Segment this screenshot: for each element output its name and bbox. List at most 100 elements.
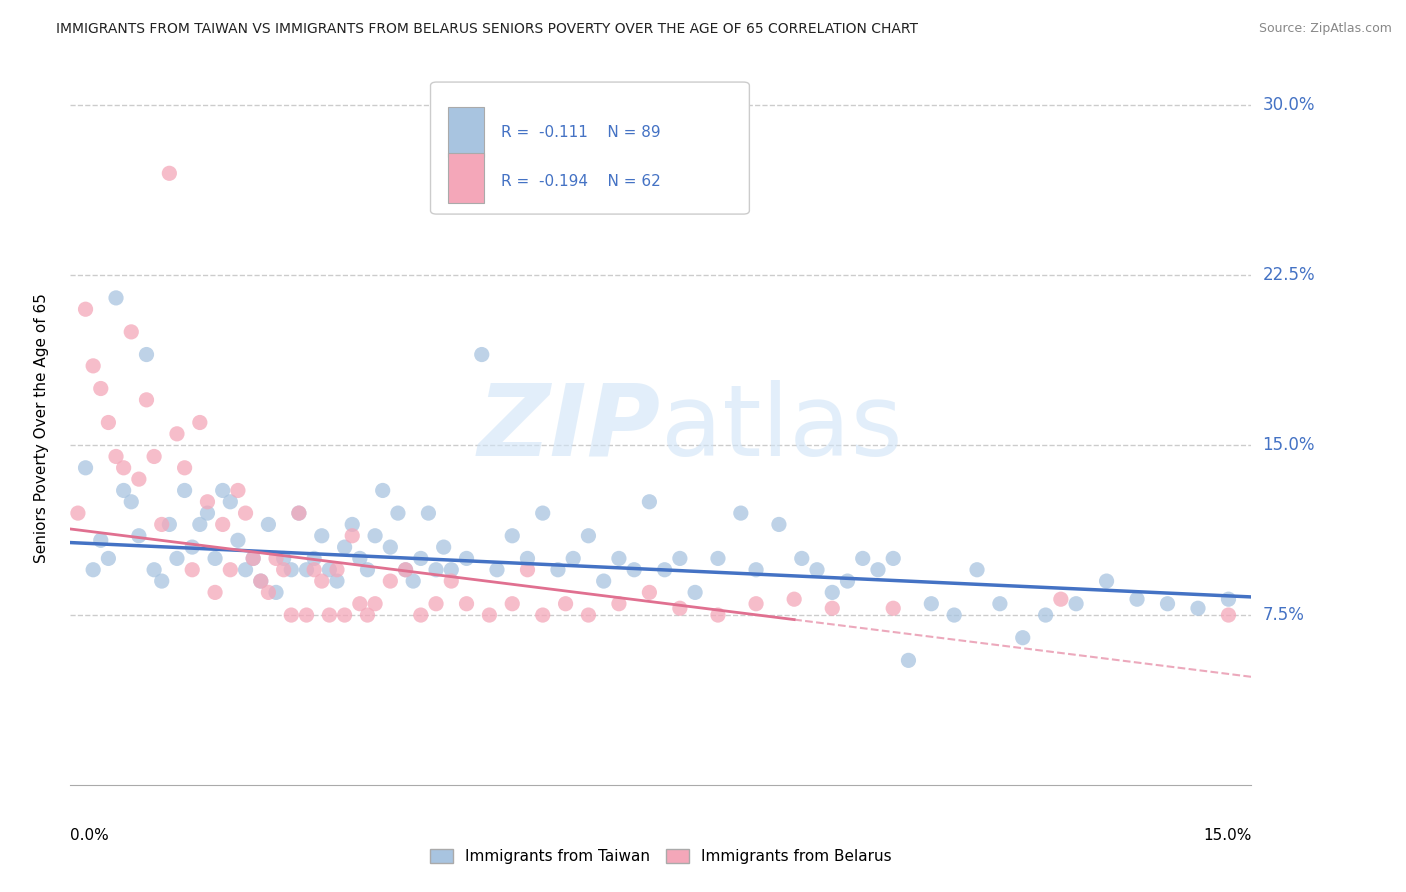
Point bbox=[1126, 592, 1149, 607]
Point bbox=[1187, 601, 1209, 615]
Point bbox=[280, 608, 302, 623]
Point bbox=[66, 506, 89, 520]
Point bbox=[143, 450, 166, 464]
Point bbox=[249, 574, 271, 588]
Point bbox=[1011, 631, 1033, 645]
Point bbox=[356, 608, 378, 623]
Point bbox=[150, 574, 173, 588]
Point bbox=[257, 585, 280, 599]
Point bbox=[745, 597, 768, 611]
Point bbox=[311, 574, 333, 588]
Point bbox=[326, 563, 349, 577]
Point bbox=[120, 325, 142, 339]
Point bbox=[326, 574, 349, 588]
Point bbox=[150, 517, 173, 532]
Text: atlas: atlas bbox=[661, 380, 903, 476]
Point bbox=[433, 540, 456, 554]
Point bbox=[821, 585, 844, 599]
Point bbox=[607, 597, 630, 611]
Point bbox=[380, 540, 402, 554]
Point bbox=[157, 166, 180, 180]
Point bbox=[730, 506, 752, 520]
Point bbox=[235, 506, 257, 520]
Point bbox=[380, 574, 402, 588]
Text: 30.0%: 30.0% bbox=[1263, 96, 1315, 114]
Point bbox=[456, 597, 478, 611]
Point bbox=[242, 551, 264, 566]
Point bbox=[257, 517, 280, 532]
Point bbox=[349, 597, 371, 611]
Point bbox=[440, 574, 463, 588]
Point bbox=[394, 563, 416, 577]
Point bbox=[485, 563, 508, 577]
Point bbox=[82, 563, 104, 577]
Point bbox=[1218, 592, 1240, 607]
Point bbox=[638, 495, 661, 509]
Point bbox=[211, 483, 233, 498]
Point bbox=[197, 506, 219, 520]
Point bbox=[409, 551, 432, 566]
Point bbox=[342, 517, 364, 532]
Point bbox=[90, 382, 112, 396]
Point bbox=[120, 495, 142, 509]
Text: 15.0%: 15.0% bbox=[1263, 436, 1315, 454]
Point bbox=[920, 597, 942, 611]
Text: 15.0%: 15.0% bbox=[1204, 828, 1251, 843]
Point bbox=[264, 585, 287, 599]
Point bbox=[302, 563, 325, 577]
Point bbox=[143, 563, 166, 577]
Point bbox=[554, 597, 576, 611]
Point bbox=[988, 597, 1011, 611]
Point bbox=[135, 392, 157, 407]
Legend: Immigrants from Taiwan, Immigrants from Belarus: Immigrants from Taiwan, Immigrants from … bbox=[425, 843, 897, 870]
Point bbox=[97, 416, 120, 430]
Text: ZIP: ZIP bbox=[478, 380, 661, 476]
Point bbox=[318, 563, 340, 577]
Point bbox=[547, 563, 569, 577]
Point bbox=[280, 563, 302, 577]
Point bbox=[235, 563, 257, 577]
Point bbox=[1218, 608, 1240, 623]
Point bbox=[943, 608, 966, 623]
FancyBboxPatch shape bbox=[449, 107, 484, 157]
Point bbox=[342, 529, 364, 543]
Point bbox=[578, 608, 600, 623]
Text: R =  -0.194    N = 62: R = -0.194 N = 62 bbox=[502, 175, 661, 189]
Text: Source: ZipAtlas.com: Source: ZipAtlas.com bbox=[1258, 22, 1392, 36]
Point bbox=[683, 585, 706, 599]
Point bbox=[425, 597, 447, 611]
Text: 22.5%: 22.5% bbox=[1263, 266, 1315, 285]
Point bbox=[837, 574, 859, 588]
Y-axis label: Seniors Poverty Over the Age of 65: Seniors Poverty Over the Age of 65 bbox=[35, 293, 49, 563]
Point bbox=[135, 347, 157, 361]
Point bbox=[242, 551, 264, 566]
Point bbox=[112, 460, 135, 475]
Point bbox=[219, 563, 242, 577]
Text: 0.0%: 0.0% bbox=[70, 828, 110, 843]
Point bbox=[273, 551, 295, 566]
Point bbox=[157, 517, 180, 532]
Point bbox=[318, 608, 340, 623]
Point bbox=[471, 347, 494, 361]
Point bbox=[516, 563, 538, 577]
Point bbox=[249, 574, 271, 588]
Point bbox=[105, 450, 128, 464]
Text: 7.5%: 7.5% bbox=[1263, 606, 1305, 624]
Point bbox=[364, 529, 387, 543]
Point bbox=[288, 506, 311, 520]
Point bbox=[866, 563, 889, 577]
Point bbox=[531, 506, 554, 520]
Point bbox=[531, 608, 554, 623]
Point bbox=[425, 563, 447, 577]
Point bbox=[295, 563, 318, 577]
Point bbox=[204, 551, 226, 566]
Point bbox=[409, 608, 432, 623]
Point bbox=[897, 653, 920, 667]
Point bbox=[654, 563, 676, 577]
Point bbox=[707, 608, 730, 623]
Point bbox=[821, 601, 844, 615]
Point bbox=[783, 592, 806, 607]
Point bbox=[478, 608, 501, 623]
Point bbox=[402, 574, 425, 588]
Point bbox=[638, 585, 661, 599]
